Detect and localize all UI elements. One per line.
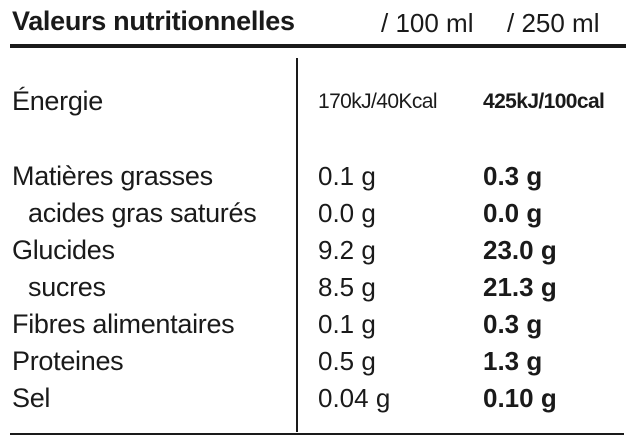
column-header-250ml: / 250 ml (507, 8, 600, 38)
carbohydrates-per-100ml: 9.2 g (318, 235, 376, 265)
carbohydrates-per-250ml: 23.0 g (483, 235, 557, 265)
fat-per-100ml: 0.1 g (318, 161, 376, 191)
fibre-per-100ml: 0.1 g (318, 309, 376, 339)
header-divider (10, 44, 626, 48)
row-label-energy: Énergie (12, 86, 103, 116)
bottom-border (10, 433, 624, 435)
energy-per-100ml: 170kJ/40Kcal (318, 90, 437, 113)
row-label-fibre: Fibres alimentaires (12, 309, 235, 339)
row-label-saturated-fat: acides gras saturés (28, 198, 257, 228)
sugars-per-250ml: 21.3 g (483, 272, 557, 302)
column-header-100ml: / 100 ml (381, 8, 474, 38)
fat-per-250ml: 0.3 g (483, 161, 543, 191)
row-label-sugars: sucres (28, 272, 106, 302)
table-title: Valeurs nutritionnelles (12, 6, 295, 36)
salt-per-250ml: 0.10 g (483, 383, 557, 413)
row-label-carbohydrates: Glucides (12, 235, 115, 265)
row-label-salt: Sel (12, 383, 51, 413)
saturated-fat-per-100ml: 0.0 g (318, 198, 376, 228)
fibre-per-250ml: 0.3 g (483, 309, 543, 339)
protein-per-250ml: 1.3 g (483, 346, 543, 376)
protein-per-100ml: 0.5 g (318, 346, 376, 376)
energy-per-250ml: 425kJ/100cal (483, 90, 605, 113)
salt-per-100ml: 0.04 g (318, 383, 391, 413)
column-divider (296, 58, 298, 432)
sugars-per-100ml: 8.5 g (318, 272, 376, 302)
saturated-fat-per-250ml: 0.0 g (483, 198, 543, 228)
row-label-fat: Matières grasses (12, 161, 213, 191)
row-label-protein: Proteines (12, 346, 124, 376)
